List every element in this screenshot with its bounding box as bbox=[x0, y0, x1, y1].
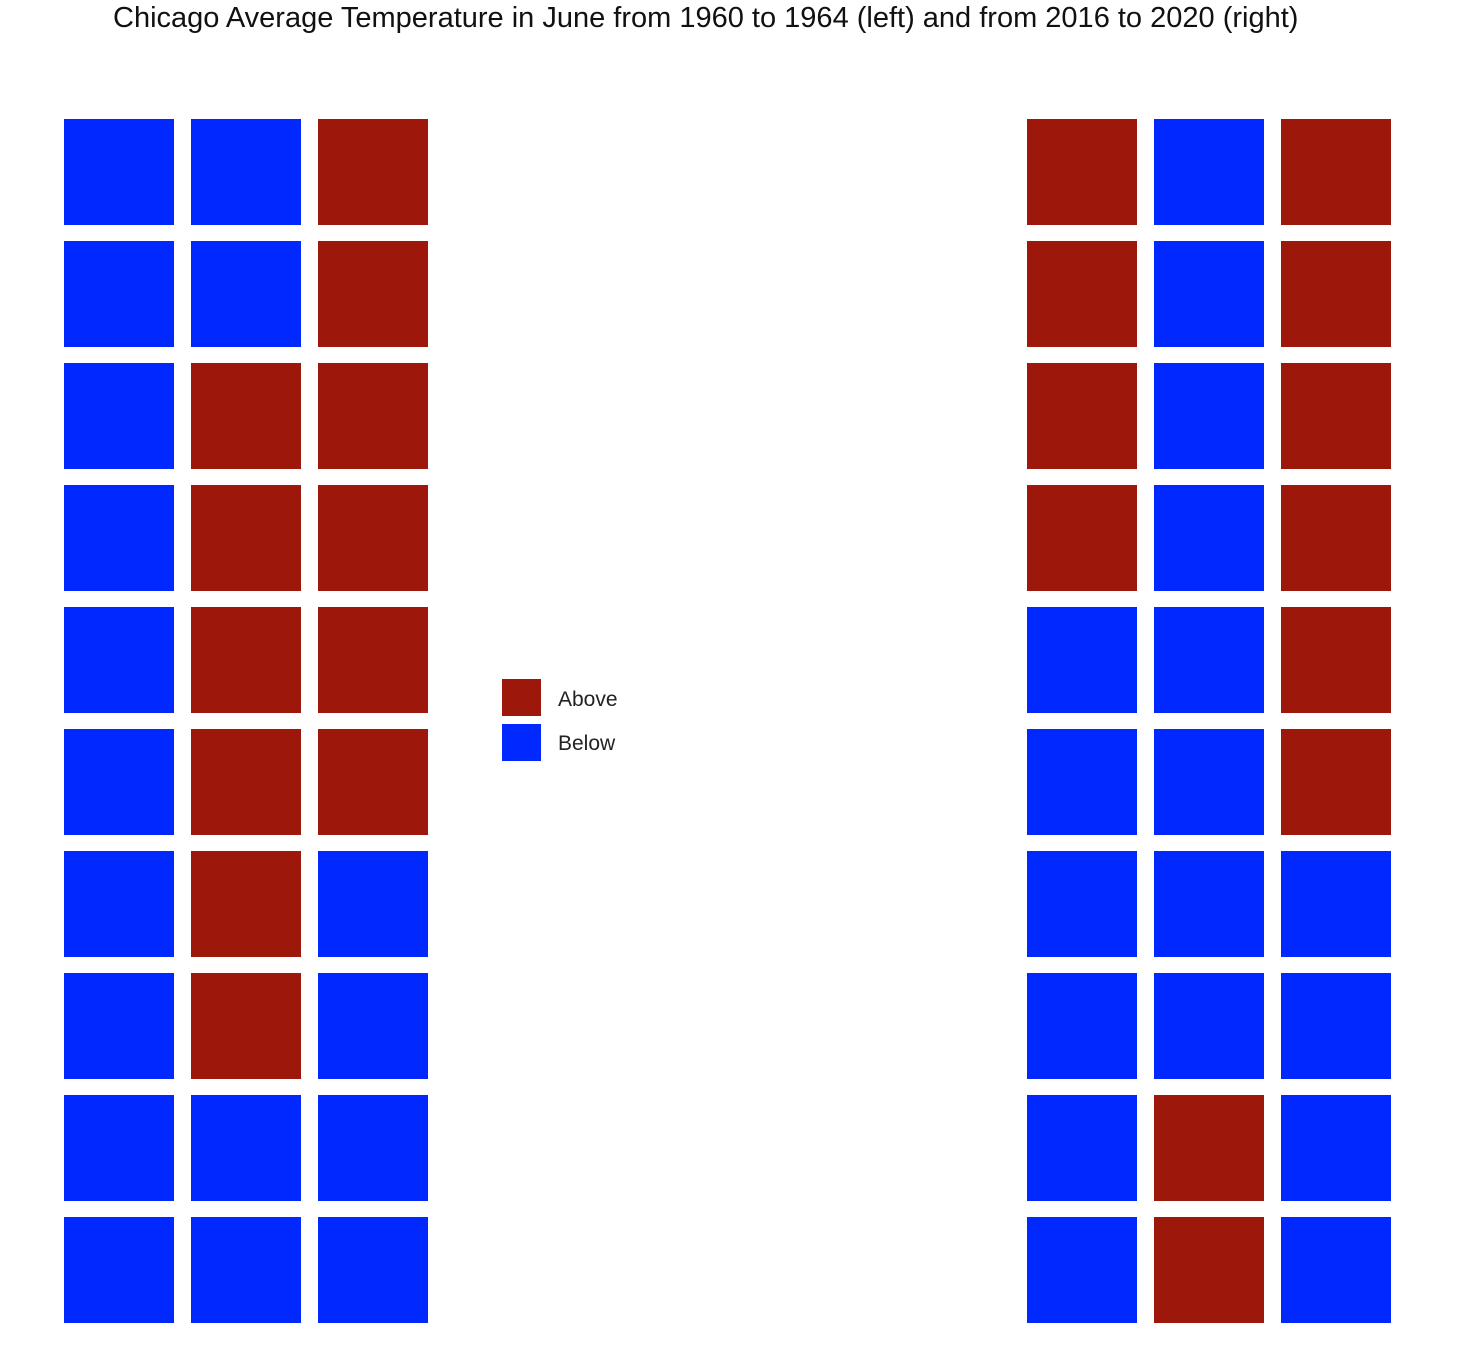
waffle-cell-right-above bbox=[1281, 363, 1391, 469]
waffle-cell-left-below bbox=[64, 851, 174, 957]
legend-label-above: Above bbox=[558, 688, 618, 711]
waffle-cell-left-above bbox=[191, 363, 301, 469]
waffle-cell-left-below bbox=[318, 973, 428, 1079]
waffle-cell-right-above bbox=[1281, 241, 1391, 347]
waffle-cell-left-below bbox=[64, 241, 174, 347]
waffle-cell-left-above bbox=[191, 729, 301, 835]
waffle-cell-right-below bbox=[1027, 851, 1137, 957]
waffle-cell-right-below bbox=[1281, 851, 1391, 957]
waffle-cell-right-above bbox=[1027, 363, 1137, 469]
waffle-cell-right-below bbox=[1154, 851, 1264, 957]
waffle-cell-right-below bbox=[1281, 1095, 1391, 1201]
waffle-cell-right-above bbox=[1281, 729, 1391, 835]
waffle-cell-right-above bbox=[1027, 119, 1137, 225]
waffle-cell-left-above bbox=[191, 485, 301, 591]
waffle-cell-right-above bbox=[1027, 485, 1137, 591]
legend-swatch-below bbox=[502, 724, 541, 761]
legend-swatch-above bbox=[502, 679, 541, 716]
waffle-cell-right-above bbox=[1281, 119, 1391, 225]
waffle-cell-left-below bbox=[64, 1217, 174, 1323]
waffle-cell-left-above bbox=[318, 485, 428, 591]
waffle-cell-right-below bbox=[1154, 607, 1264, 713]
waffle-panel-left bbox=[64, 119, 428, 1323]
waffle-cell-right-below bbox=[1027, 1217, 1137, 1323]
waffle-cell-right-above bbox=[1281, 485, 1391, 591]
waffle-cell-left-below bbox=[64, 485, 174, 591]
waffle-cell-left-below bbox=[191, 119, 301, 225]
waffle-cell-left-above bbox=[191, 607, 301, 713]
waffle-cell-right-below bbox=[1281, 973, 1391, 1079]
waffle-cell-left-below bbox=[64, 119, 174, 225]
waffle-cell-left-below bbox=[191, 1217, 301, 1323]
waffle-cell-left-above bbox=[318, 241, 428, 347]
waffle-cell-right-below bbox=[1027, 1095, 1137, 1201]
waffle-cell-left-below bbox=[318, 1095, 428, 1201]
legend: Above Below bbox=[502, 679, 618, 761]
chart-title: Chicago Average Temperature in June from… bbox=[113, 2, 1299, 34]
waffle-cell-left-below bbox=[191, 241, 301, 347]
waffle-cell-right-below bbox=[1154, 485, 1264, 591]
waffle-cell-right-above bbox=[1154, 1095, 1264, 1201]
waffle-cell-left-below bbox=[64, 607, 174, 713]
waffle-cell-right-above bbox=[1027, 241, 1137, 347]
waffle-cell-left-above bbox=[318, 363, 428, 469]
waffle-cell-right-below bbox=[1154, 973, 1264, 1079]
waffle-cell-right-below bbox=[1027, 607, 1137, 713]
waffle-cell-right-below bbox=[1027, 973, 1137, 1079]
waffle-cell-right-below bbox=[1027, 729, 1137, 835]
waffle-cell-left-above bbox=[318, 607, 428, 713]
waffle-cell-right-below bbox=[1154, 729, 1264, 835]
waffle-cell-right-above bbox=[1154, 1217, 1264, 1323]
legend-label-below: Below bbox=[558, 732, 616, 755]
waffle-cell-left-below bbox=[318, 851, 428, 957]
waffle-cell-left-above bbox=[318, 119, 428, 225]
waffle-cell-left-above bbox=[318, 729, 428, 835]
waffle-cell-left-above bbox=[191, 851, 301, 957]
waffle-cell-right-below bbox=[1281, 1217, 1391, 1323]
waffle-cell-left-below bbox=[64, 729, 174, 835]
waffle-cell-right-below bbox=[1154, 119, 1264, 225]
waffle-cell-left-above bbox=[191, 973, 301, 1079]
waffle-cell-left-below bbox=[64, 1095, 174, 1201]
waffle-cell-left-below bbox=[191, 1095, 301, 1201]
waffle-panel-right bbox=[1027, 119, 1391, 1323]
waffle-cell-left-below bbox=[318, 1217, 428, 1323]
waffle-cell-left-below bbox=[64, 363, 174, 469]
waffle-cell-right-above bbox=[1281, 607, 1391, 713]
waffle-cell-left-below bbox=[64, 973, 174, 1079]
waffle-cell-right-below bbox=[1154, 241, 1264, 347]
waffle-cell-right-below bbox=[1154, 363, 1264, 469]
